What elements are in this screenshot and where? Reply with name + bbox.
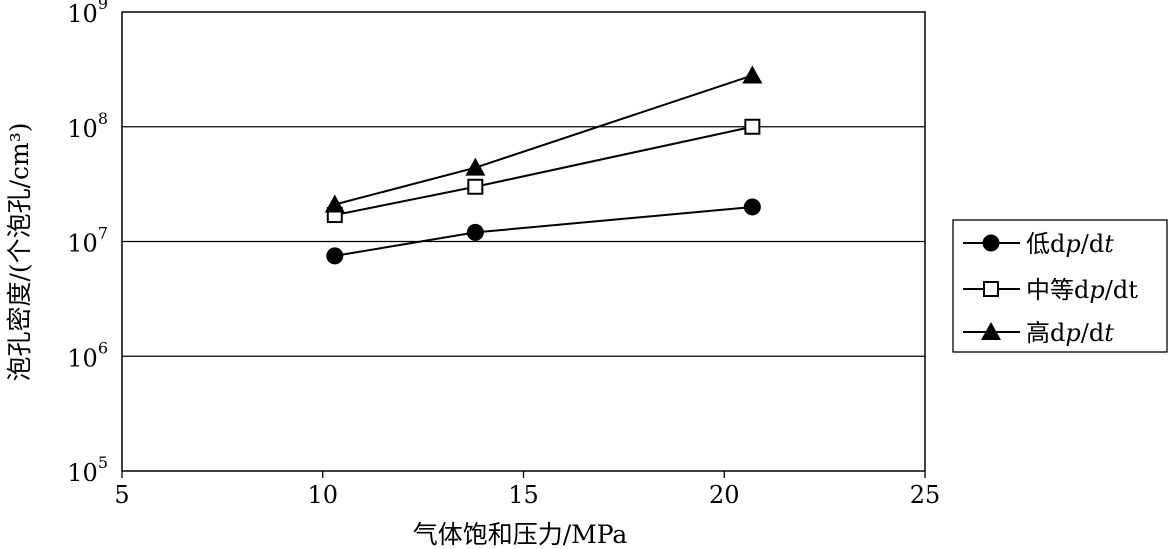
legend-label-part: p xyxy=(1065,319,1080,347)
data-point xyxy=(326,247,344,265)
series-filled-triangle xyxy=(324,65,763,213)
x-tick-label: 25 xyxy=(910,481,941,509)
legend-label-part: d xyxy=(1074,276,1089,304)
series-line xyxy=(334,125,753,217)
y-tick-label: 105 xyxy=(67,453,108,487)
y-tick-base: 10 xyxy=(67,115,98,143)
y-tick-label: 107 xyxy=(67,224,108,258)
data-point xyxy=(743,198,761,216)
legend-label-part: /dt xyxy=(1105,276,1138,304)
y-tick-exponent: 9 xyxy=(98,0,108,13)
legend-item: 中等dp/dt xyxy=(963,276,1138,304)
data-point xyxy=(744,118,761,135)
x-axis-label: 气体饱和压力/MPa xyxy=(413,520,628,549)
y-axis-label: 泡孔密度/(个泡孔/cm³) xyxy=(5,122,34,381)
legend-label-part: p xyxy=(1089,276,1104,304)
legend-label-part: t xyxy=(1104,319,1114,347)
data-point xyxy=(742,65,763,84)
legend-item: 高dp/dt xyxy=(963,319,1114,347)
y-tick-base: 10 xyxy=(67,0,98,28)
legend-label-part: d xyxy=(1050,230,1065,258)
y-tick-exponent: 7 xyxy=(98,224,108,243)
y-tick-exponent: 6 xyxy=(98,338,108,357)
legend-label-part: t xyxy=(1104,230,1114,258)
legend-label-part: 高 xyxy=(1026,319,1050,347)
legend-label: 高dp/dt xyxy=(1026,319,1114,347)
data-point xyxy=(467,178,484,195)
legend-label: 低dp/dt xyxy=(1026,230,1114,258)
legend-label-part: p xyxy=(1065,230,1080,258)
grid xyxy=(122,126,925,357)
data-point xyxy=(465,157,486,176)
series-filled-circle xyxy=(326,198,761,265)
legend-label-part: /d xyxy=(1081,319,1104,347)
legend-marker xyxy=(981,322,1001,340)
series-open-square xyxy=(326,118,761,224)
y-tick-exponent: 5 xyxy=(98,453,108,472)
legend-marker xyxy=(982,234,1000,252)
y-tick-label: 108 xyxy=(67,109,108,143)
series-line xyxy=(334,205,753,257)
legend-label-part: 中等 xyxy=(1026,276,1074,304)
y-tick-label: 106 xyxy=(67,338,108,372)
y-tick-base: 10 xyxy=(67,230,98,258)
data-point xyxy=(324,194,345,213)
x-axis: 5 10 15 20 25 xyxy=(114,471,940,509)
x-tick-label: 15 xyxy=(508,481,539,509)
x-tick-label: 20 xyxy=(709,481,740,509)
legend-item: 低dp/dt xyxy=(963,230,1114,258)
x-tick-label: 10 xyxy=(307,481,338,509)
y-tick-base: 10 xyxy=(67,344,98,372)
legend-label-part: d xyxy=(1050,319,1065,347)
y-tick-label: 109 xyxy=(67,0,108,28)
legend-label: 中等dp/dt xyxy=(1026,276,1138,304)
series-layer xyxy=(324,65,763,265)
legend-label-part: /d xyxy=(1081,230,1104,258)
legend-marker xyxy=(983,281,999,297)
legend-label-part: 低 xyxy=(1026,230,1050,258)
y-tick-base: 10 xyxy=(67,459,98,487)
data-point xyxy=(466,223,484,241)
y-tick-exponent: 8 xyxy=(98,109,108,128)
x-tick-label: 5 xyxy=(114,481,129,509)
